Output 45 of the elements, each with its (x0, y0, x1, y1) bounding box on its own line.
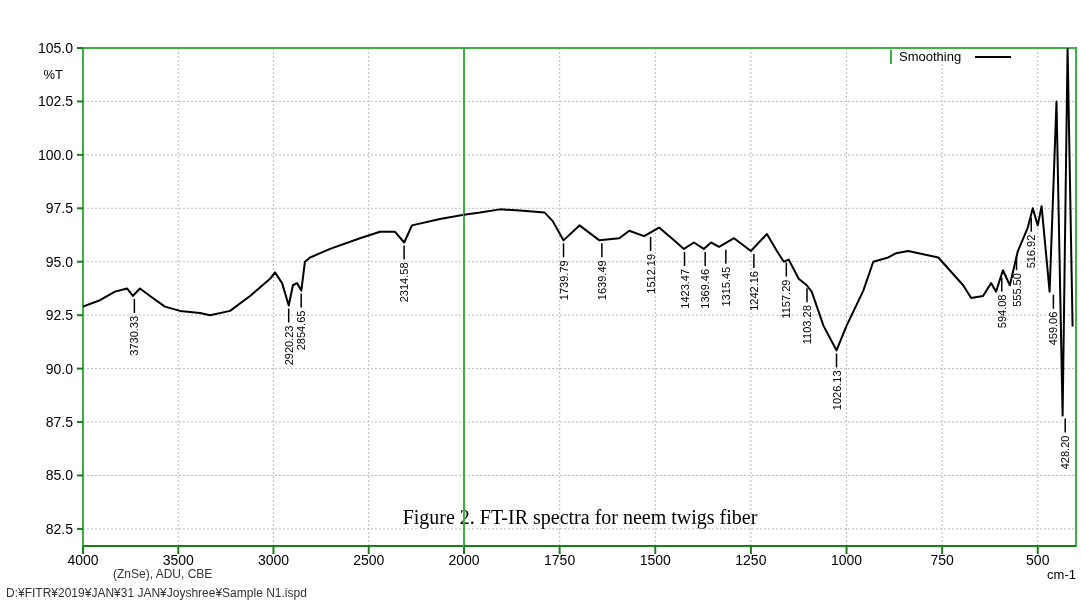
y-tick-label: 82.5 (45, 520, 74, 537)
x-tick-label: 2000 (448, 552, 480, 568)
annotation: 428.20 (1059, 435, 1072, 470)
y-tick-label: 102.5 (37, 93, 74, 110)
x-tick-label: 3000 (257, 552, 290, 568)
annotation: 1369.46 (699, 268, 712, 309)
annotation: 459.06 (1047, 311, 1060, 346)
annotation: 1315.45 (719, 266, 732, 307)
x-tick-label: 1750 (544, 552, 576, 568)
x-tick-label: 3500 (162, 552, 195, 568)
annotation: 2920.23 (282, 325, 295, 366)
text: D:¥FITR¥2019¥JAN¥31 JAN¥Joyshree¥Sample N1.ispd (6, 586, 307, 600)
annotation: 1512.19 (644, 253, 657, 294)
annotation: 555.50 (1010, 273, 1023, 307)
x-tick-label: 1250 (735, 552, 767, 568)
annotation: 516.92 (1025, 234, 1038, 269)
y-tick-label: 97.5 (45, 200, 74, 217)
annotation: 1157.29 (780, 279, 793, 319)
x-tick-label: 750 (930, 552, 955, 568)
x-tick-label: 1000 (830, 552, 863, 568)
text: (ZnSe), ADU, CBE (113, 567, 213, 581)
x-axis-title: cm-1 (1047, 567, 1076, 582)
x-tick-label: 4000 (67, 552, 99, 568)
annotation: 594.08 (995, 294, 1008, 329)
annotation: 1423.47 (678, 268, 691, 309)
annotation: 3730.33 (128, 315, 141, 356)
y-tick-label: 90.0 (45, 360, 74, 377)
y-tick-label: 85.0 (45, 467, 74, 484)
y-axis-title: %T (43, 67, 64, 82)
annotation: 2314.58 (398, 262, 411, 303)
y-tick-label: 105.0 (37, 40, 74, 56)
annotation: 1639.49 (595, 260, 608, 301)
annotation: 1103.28 (801, 305, 813, 345)
annotation: 1242.16 (747, 271, 760, 311)
x-tick-label: 1500 (639, 552, 672, 568)
x-tick-label: 500 (1026, 552, 1050, 568)
annotation: 1739.79 (557, 260, 570, 301)
annotation: 2854.65 (295, 310, 308, 351)
y-tick-label: 92.5 (45, 307, 74, 324)
x-tick-label: 2500 (353, 552, 385, 568)
y-tick-label: 100.0 (37, 146, 74, 163)
y-tick-label: 87.5 (45, 414, 74, 431)
annotation: 1026.13 (830, 370, 843, 411)
text: Smoothing (899, 49, 962, 64)
y-tick-label: 95.0 (45, 253, 74, 270)
